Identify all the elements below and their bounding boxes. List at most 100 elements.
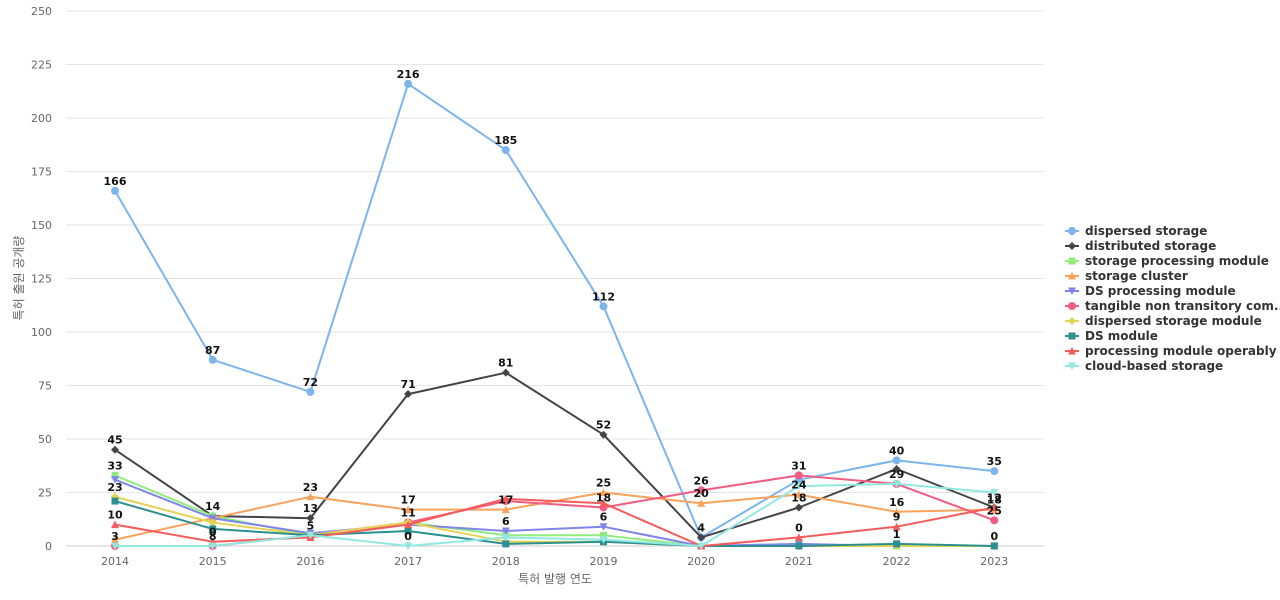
data-label: 52	[596, 419, 611, 432]
data-point	[794, 533, 803, 541]
data-label: 185	[494, 134, 517, 147]
data-point	[404, 79, 413, 88]
y-tick-label: 250	[31, 5, 52, 18]
legend-item[interactable]: DS processing module	[1065, 284, 1236, 298]
data-label: 40	[889, 444, 905, 457]
data-point	[404, 505, 413, 514]
data-label: 8	[209, 530, 217, 543]
y-tick-label: 25	[38, 487, 52, 500]
data-label: 0	[795, 521, 803, 534]
legend-marker	[1068, 317, 1076, 325]
data-label: 25	[987, 504, 1002, 517]
data-point	[111, 186, 119, 195]
data-point	[208, 514, 217, 523]
legend-item[interactable]: distributed storage	[1065, 239, 1216, 253]
x-tick-label: 2021	[785, 555, 813, 568]
data-point	[111, 542, 119, 550]
data-point	[892, 507, 901, 516]
data-point	[501, 527, 510, 536]
legend-marker	[1068, 362, 1076, 370]
x-tick-label: 2014	[101, 555, 129, 568]
legend-marker	[1068, 287, 1076, 295]
legend-item[interactable]: dispersed storage module	[1065, 314, 1262, 328]
series-1	[111, 368, 999, 542]
legend-item[interactable]: dispersed storage	[1065, 224, 1207, 238]
gridlines	[66, 10, 1044, 547]
legend-label: DS processing module	[1085, 284, 1236, 298]
legend-marker	[1068, 242, 1076, 250]
data-label: 3	[111, 530, 119, 543]
data-label: 17	[400, 494, 415, 507]
data-label: 17	[498, 494, 513, 507]
series-line	[114, 482, 996, 547]
legend-item[interactable]: cloud-based storage	[1065, 359, 1223, 373]
data-point	[501, 505, 510, 514]
legend-item[interactable]: storage cluster	[1065, 269, 1188, 283]
data-label: 20	[694, 487, 710, 500]
data-label: 14	[205, 500, 221, 513]
series-line	[114, 497, 996, 547]
legend-marker	[1068, 257, 1076, 265]
data-point	[111, 476, 119, 484]
data-point	[794, 490, 803, 499]
legend-item[interactable]: storage processing module	[1065, 254, 1269, 268]
x-tick-label: 2015	[199, 555, 227, 568]
data-point	[208, 355, 217, 364]
data-label: 16	[889, 496, 905, 509]
data-point	[990, 467, 999, 476]
legend-label: storage processing module	[1085, 254, 1269, 268]
legend-item[interactable]: processing module operably ...	[1065, 344, 1280, 358]
series-line	[114, 500, 996, 547]
data-point	[697, 542, 706, 550]
data-point	[306, 387, 315, 396]
data-point	[697, 499, 706, 507]
data-label: 5	[307, 519, 315, 532]
data-point	[208, 542, 217, 550]
data-label: 12	[987, 491, 1002, 504]
legend-label: dispersed storage module	[1085, 314, 1262, 328]
data-label: 33	[107, 459, 122, 472]
data-point	[892, 456, 901, 465]
series-line	[114, 82, 996, 539]
x-tick-label: 2023	[980, 555, 1008, 568]
data-label: 18	[791, 491, 806, 504]
legend-label: tangible non transitory com...	[1085, 299, 1280, 313]
data-label: 26	[694, 474, 710, 487]
data-label: 11	[400, 506, 415, 519]
data-label: 31	[791, 459, 806, 472]
legend-marker	[1068, 227, 1076, 235]
x-tick-label: 2016	[296, 555, 324, 568]
data-point	[990, 489, 999, 497]
data-point	[404, 520, 413, 529]
y-tick-label: 100	[31, 326, 52, 339]
legend-item[interactable]: DS module	[1065, 329, 1158, 343]
data-label: 45	[107, 434, 122, 447]
data-point	[404, 390, 413, 399]
data-point	[209, 525, 217, 533]
legend-label: distributed storage	[1085, 239, 1216, 253]
series-lines	[111, 79, 999, 550]
data-label: 24	[791, 479, 807, 492]
legend-label: cloud-based storage	[1085, 359, 1223, 373]
data-point	[599, 523, 608, 531]
data-point	[501, 146, 510, 155]
data-point	[990, 503, 999, 511]
data-point	[893, 540, 901, 548]
data-label: 18	[596, 491, 611, 504]
x-axis: 2014 2015 2016 2017 2018 2019 2020 2021 2022 2023	[101, 555, 1008, 568]
x-axis-title: 특허 발행 연도	[518, 571, 592, 586]
data-label: 1	[893, 528, 901, 541]
data-point	[697, 486, 706, 495]
legend-label: storage cluster	[1085, 269, 1188, 283]
data-label: 0	[404, 530, 412, 543]
legend-marker	[1068, 302, 1076, 310]
data-label: 87	[205, 344, 220, 357]
legend-item[interactable]: tangible non transitory com...	[1065, 299, 1280, 313]
data-point	[892, 480, 901, 488]
data-point	[306, 514, 315, 523]
data-point	[794, 482, 803, 491]
y-tick-label: 50	[38, 433, 52, 446]
data-label: 29	[889, 468, 904, 481]
y-tick-label: 75	[38, 380, 52, 393]
